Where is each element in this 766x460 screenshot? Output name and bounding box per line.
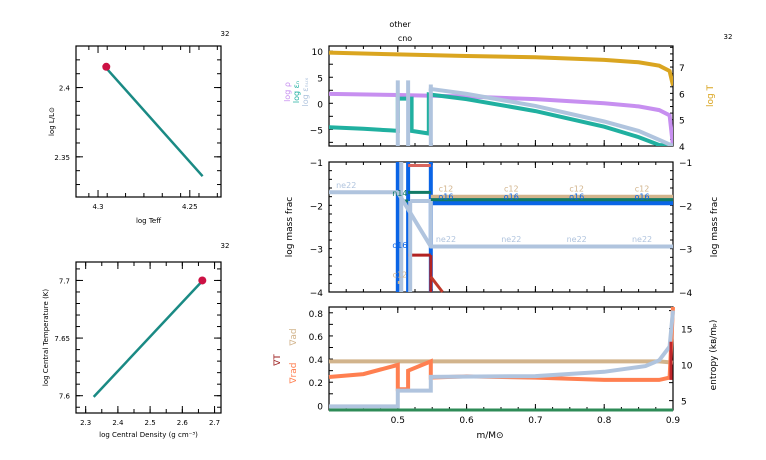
center-y-tick-label: 7.65	[54, 335, 70, 343]
hr-y-axis-label: log L/L⊙	[48, 107, 56, 136]
center-x-tick-label: 2.6	[177, 419, 189, 427]
profile-grad-y2-tick-label: 5	[681, 398, 687, 408]
profile-abund-y2-tick-label: −4	[679, 289, 693, 299]
profile-top-y2-tick-label: 5	[679, 117, 685, 127]
species-label-n14: n14	[392, 189, 407, 198]
center-x-tick-label: 2.3	[80, 419, 91, 427]
profile-abund-y2-label: log mass frac	[710, 197, 720, 257]
profile-top-y-label: log εₙ	[292, 81, 301, 103]
profile-abund-y-label: log mass frac	[285, 197, 295, 257]
profile-top-y-tick-label: −5	[310, 126, 323, 136]
center-plot-frame	[75, 261, 222, 414]
profile-abund-y-tick-label: −1	[310, 159, 323, 169]
species-label-c12: c12	[504, 184, 519, 193]
species-label-o16: o16	[438, 192, 453, 201]
profile-top-y-tick-label: 10	[312, 48, 324, 58]
hr-x-tick-label: 4.3	[92, 203, 103, 211]
profile-abund-series	[329, 162, 673, 293]
profile-abund-frame	[328, 161, 674, 293]
series-grad_ad	[329, 359, 674, 365]
hr-x-axis-label: log Teff	[136, 217, 161, 225]
hr-x-tick-label: 4.25	[182, 203, 198, 211]
he4-decline	[429, 275, 444, 293]
profile-top-y2-tick-label: 4	[679, 143, 685, 153]
series-grad_rad	[328, 306, 675, 392]
profile-grad-y2-tick-label: 15	[681, 326, 692, 336]
species-label-ne22: ne22	[632, 235, 652, 244]
profile-top-y-label: log ρ	[283, 82, 292, 102]
center-current-marker	[198, 276, 207, 285]
series-ne22	[329, 190, 673, 249]
hr-track-line	[105, 67, 204, 178]
species-label-o16: o16	[392, 241, 407, 250]
center-track-line	[92, 280, 203, 398]
profile-grad-x-axis-label: m/M⊙	[476, 431, 503, 441]
hr-y-tick-label: 2.35	[54, 154, 70, 162]
profile-grad-x-tick-label: 0.5	[391, 416, 405, 426]
profile-top-series	[329, 50, 673, 146]
profile-abund-y-tick-label: −3	[310, 246, 323, 256]
center-y-axis-label: log Central Temperature (K)	[42, 289, 50, 386]
profile-top-y-tick-label: 5	[317, 74, 323, 84]
profile-top-y2-tick-label: 7	[679, 64, 685, 74]
profile-grad-x-tick-label: 0.7	[528, 416, 542, 426]
profile-top-y-tick-label: 0	[317, 100, 323, 110]
hr-plot-frame	[75, 45, 222, 198]
center-x-tick-label: 2.7	[209, 419, 220, 427]
profile-grad-y2-tick-label: 10	[681, 362, 693, 372]
profile-grad-frame	[328, 306, 674, 411]
species-label-ne22: ne22	[436, 235, 456, 244]
profile-model-number: 32	[724, 33, 733, 41]
center-y-tick-label: 7.7	[59, 277, 70, 285]
species-label-o16: o16	[504, 192, 519, 201]
profile-grad-y-tick-label: 0.8	[309, 310, 324, 320]
annotation-cno: cno	[398, 34, 412, 43]
grad-t-label: ∇T	[273, 354, 283, 367]
profile-abund-y2-tick-label: −3	[679, 246, 692, 256]
grad-ad-label: ∇ad	[289, 328, 299, 346]
hr-y-tick-label: 2.4	[59, 85, 71, 93]
center-x-tick-label: 2.4	[112, 419, 124, 427]
center-x-axis-label: log Central Density (g cm⁻³)	[99, 431, 198, 439]
profile-grad-x-tick-label: 0.9	[666, 416, 681, 426]
grad-rad-label: ∇rad	[289, 363, 299, 385]
hr-model-number: 32	[221, 30, 230, 38]
profile-grad-y-tick-label: 0	[317, 402, 323, 412]
series-log-eps_nuc-gray	[428, 86, 673, 146]
species-label-c12: c12	[393, 270, 408, 279]
annotation-other: other	[389, 20, 411, 29]
center-y-tick-label: 7.6	[59, 393, 71, 401]
profile-grad-x-tick-label: 0.6	[459, 416, 474, 426]
profile-top-y2-tick-label: 6	[679, 90, 685, 100]
profile-grad-x-tick-label: 0.8	[597, 416, 612, 426]
profile-abund-y-tick-label: −4	[310, 289, 324, 299]
species-label-ne22: ne22	[336, 181, 356, 190]
profile-grad-y-tick-label: 0.2	[309, 379, 323, 389]
profile-abund-y-tick-label: −2	[310, 202, 323, 212]
species-label-o16: o16	[569, 192, 584, 201]
series-log-eps_nuc	[329, 92, 673, 146]
species-label-ne22: ne22	[567, 235, 587, 244]
profile-abund-y2-tick-label: −2	[679, 202, 692, 212]
entropy-axis-label: entropy (kʙ/mₚ)	[709, 320, 719, 391]
hr-current-marker	[102, 62, 111, 71]
species-label-c12: c12	[439, 184, 454, 193]
species-label-c12: c12	[569, 184, 584, 193]
species-label-c12: c12	[635, 184, 650, 193]
profile-grad-series	[328, 306, 675, 412]
species-label-o16: o16	[635, 192, 650, 201]
series-log-rho	[329, 91, 673, 146]
series-log-T	[329, 50, 673, 86]
profile-abund-y2-tick-label: −1	[679, 159, 692, 169]
profile-grad-y-tick-label: 0.4	[309, 356, 324, 366]
center-x-tick-label: 2.5	[145, 419, 156, 427]
profile-grad-y-tick-label: 0.6	[309, 333, 324, 343]
center-model-number: 32	[221, 242, 230, 250]
series-entropy	[329, 310, 675, 409]
species-label-ne22: ne22	[501, 235, 521, 244]
profile-top-y-label: log εₙᵤₓ	[301, 77, 310, 106]
profile-top-y2-label: log T	[706, 84, 716, 107]
